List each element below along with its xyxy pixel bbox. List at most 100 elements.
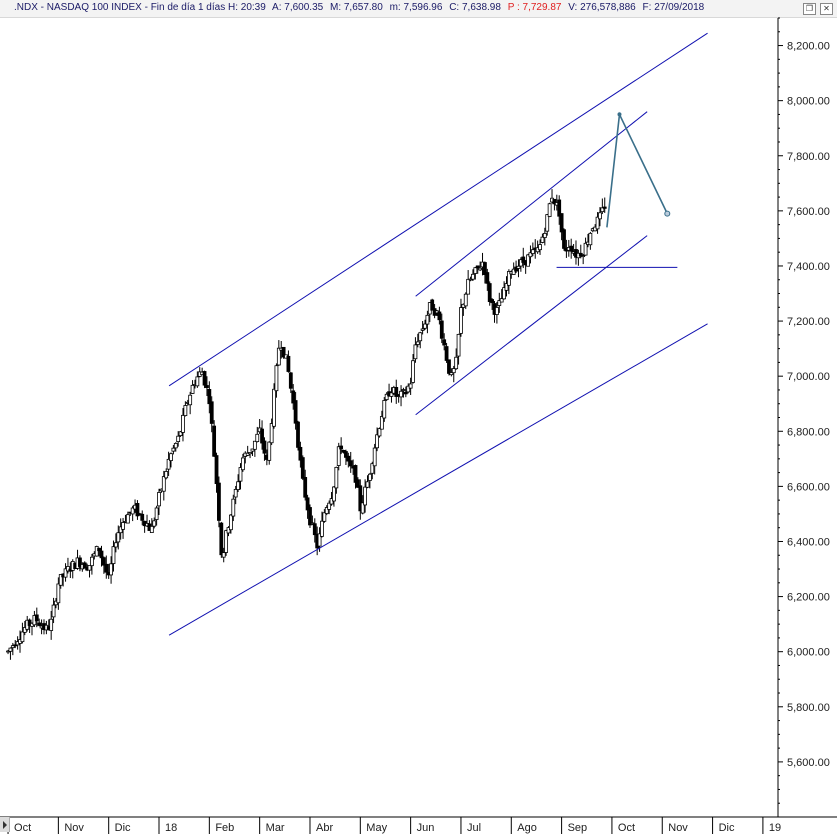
plot-frame xyxy=(0,18,837,818)
candle-body xyxy=(8,647,13,652)
candle-body xyxy=(466,278,471,295)
candle-body xyxy=(413,344,418,360)
m-label: M: xyxy=(329,2,342,13)
candle-body xyxy=(559,213,564,233)
candle-body xyxy=(506,271,511,286)
candle-body xyxy=(444,346,449,361)
y-tick-label: 7,600.00 xyxy=(787,206,830,218)
candle-body xyxy=(154,507,159,520)
candle-body xyxy=(293,400,298,424)
candle-body xyxy=(569,245,574,252)
candle-body xyxy=(545,214,550,232)
candle-body xyxy=(10,645,15,649)
candle-body xyxy=(300,457,305,479)
candle-body xyxy=(276,347,281,366)
x-tick-label: Dic xyxy=(719,822,735,834)
candle-body xyxy=(418,332,423,342)
x-tick-label: Mar xyxy=(266,822,285,834)
candle-body xyxy=(22,627,27,633)
candle-body xyxy=(530,249,535,254)
restore-icon[interactable]: ❐ xyxy=(803,3,816,15)
candle-body xyxy=(562,229,566,249)
candle-body xyxy=(317,533,322,547)
candle-body xyxy=(63,568,68,578)
candle-body xyxy=(602,206,607,209)
candle-body xyxy=(598,212,602,220)
y-axis: 8,200.00 8,000.00 7,800.00 7,600.00 7,400.00… xyxy=(778,17,830,804)
candle-body xyxy=(113,542,118,548)
y-tick-label: 6,600.00 xyxy=(787,481,830,493)
candle-body xyxy=(439,320,444,339)
scroll-left-icon[interactable] xyxy=(0,817,10,832)
candle-body xyxy=(406,385,411,393)
candle-body xyxy=(56,583,61,604)
candle-body xyxy=(595,216,600,230)
candle-body xyxy=(399,390,403,398)
candle-body xyxy=(430,299,435,311)
f-value: 27/09/2018 xyxy=(654,2,705,13)
candle-body xyxy=(135,503,140,517)
candle-body xyxy=(296,421,300,448)
y-tick-label: 8,000.00 xyxy=(787,96,830,108)
candle-body xyxy=(514,266,518,272)
p-label: P : xyxy=(507,2,520,13)
trendline-inner-lower xyxy=(415,235,648,416)
candle-body xyxy=(51,604,56,618)
candle-body xyxy=(454,356,459,370)
candle-body xyxy=(312,523,317,536)
y-tick-label: 6,000.00 xyxy=(787,647,830,659)
x-tick-label: Oct xyxy=(14,822,31,834)
candle-body xyxy=(202,371,207,386)
candle-body xyxy=(518,259,523,267)
candle-body xyxy=(291,390,296,404)
candle-body xyxy=(236,481,240,490)
candle-body xyxy=(339,445,344,450)
candle-body xyxy=(308,507,312,526)
candle-body xyxy=(459,307,463,334)
candle-body xyxy=(516,265,521,269)
candle-body xyxy=(34,614,39,622)
candle-body xyxy=(547,203,552,217)
candle-body xyxy=(157,492,161,507)
mn-value: 7,596.96 xyxy=(403,2,443,13)
candle-body xyxy=(274,365,279,392)
candle-body xyxy=(415,341,420,345)
candle-body xyxy=(540,236,545,243)
candle-body xyxy=(166,458,171,470)
candle-body xyxy=(485,272,490,284)
candle-body xyxy=(451,368,456,374)
candle-body xyxy=(408,383,413,389)
candle-body xyxy=(504,283,509,291)
candle-body xyxy=(375,434,379,449)
x-tick-label: Oct xyxy=(618,822,635,834)
candle-body xyxy=(600,207,605,213)
candle-body xyxy=(217,482,221,521)
candle-body xyxy=(497,300,502,306)
candle-body xyxy=(207,389,212,405)
close-icon[interactable]: ✕ xyxy=(820,3,833,15)
candle-body xyxy=(403,391,408,395)
candle-body xyxy=(324,507,329,514)
candle-body xyxy=(173,442,178,449)
candle-body xyxy=(411,360,415,383)
candle-body xyxy=(212,425,217,457)
candle-body xyxy=(219,522,224,556)
candle-body xyxy=(281,346,286,358)
candle-body xyxy=(394,387,399,397)
candle-body xyxy=(495,307,499,315)
candle-body xyxy=(557,199,562,217)
candle-body xyxy=(320,520,324,537)
y-tick-label: 6,400.00 xyxy=(787,536,830,548)
candle-body xyxy=(262,440,267,454)
candle-body xyxy=(224,530,229,553)
candle-body xyxy=(473,267,478,274)
c-label: C: xyxy=(449,2,460,13)
candle-body xyxy=(511,268,516,275)
candle-body xyxy=(109,563,113,576)
projection-end-marker xyxy=(664,210,671,217)
trendline-outer-upper xyxy=(168,32,708,387)
candle-body xyxy=(78,557,82,567)
candle-body xyxy=(99,550,104,559)
candle-body xyxy=(183,405,188,417)
